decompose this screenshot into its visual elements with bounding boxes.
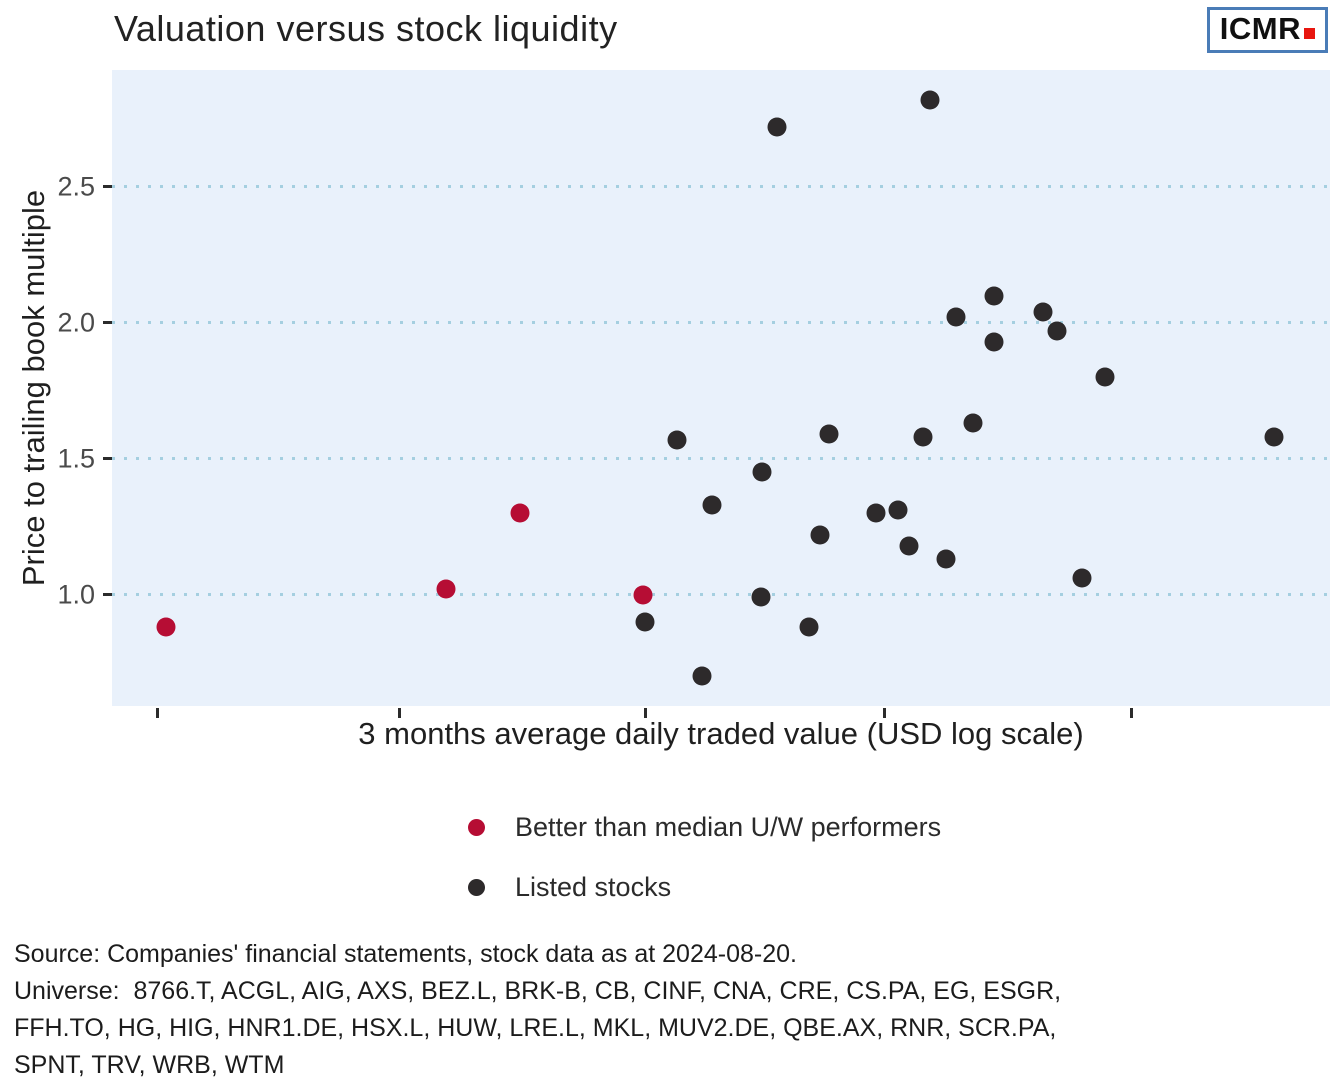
- data-point-default: [692, 666, 711, 686]
- data-point-default: [920, 90, 940, 110]
- data-point-default: [984, 332, 1004, 352]
- data-point-highlight: [633, 585, 653, 605]
- y-tick-mark: [103, 321, 112, 325]
- data-point-default: [1264, 427, 1284, 447]
- data-point-default: [913, 427, 933, 447]
- x-tick-mark: [882, 708, 886, 718]
- legend-item-better-performers: Better than median U/W performers: [468, 806, 941, 848]
- y-tick-mark: [103, 185, 112, 189]
- data-point-default: [1095, 367, 1115, 387]
- brand-logo: ICMR: [1206, 7, 1328, 53]
- gridline: [112, 185, 1330, 189]
- gridline: [112, 457, 1330, 461]
- y-tick-mark: [103, 457, 112, 461]
- legend-item-listed-stocks: Listed stocks: [468, 866, 941, 908]
- gridline: [112, 593, 1330, 597]
- data-point-highlight: [156, 617, 176, 637]
- footer-line: SPNT, TRV, WRB, WTM: [14, 1051, 285, 1079]
- legend-label: Better than median U/W performers: [515, 811, 942, 842]
- data-point-default: [963, 413, 983, 433]
- y-tick-label: 2.0: [57, 307, 95, 338]
- data-point-default: [866, 503, 886, 523]
- legend-swatch-red: [468, 818, 485, 836]
- footer-line: FFH.TO, HG, HIG, HNR1.DE, HSX.L, HUW, LR…: [14, 1014, 1057, 1042]
- footer-line: Source: Companies' financial statements,…: [14, 940, 797, 968]
- source-note: Source: Companies' financial statements,…: [14, 936, 1061, 1084]
- data-point-default: [819, 424, 839, 444]
- data-point-default: [751, 587, 771, 607]
- x-tick-mark: [155, 708, 159, 718]
- data-point-default: [752, 462, 772, 482]
- y-tick-label: 2.5: [57, 171, 95, 202]
- data-point-default: [635, 612, 655, 632]
- y-tick-mark: [103, 593, 112, 597]
- x-tick-mark: [397, 708, 401, 718]
- footer-line: Universe: 8766.T, ACGL, AIG, AXS, BEZ.L,…: [14, 977, 1062, 1005]
- data-point-highlight: [436, 579, 456, 599]
- data-point-default: [936, 549, 956, 569]
- chart-title: Valuation versus stock liquidity: [114, 8, 618, 49]
- y-tick-label: 1.5: [57, 443, 95, 474]
- y-tick-label: 1.0: [57, 579, 95, 610]
- data-point-default: [1072, 568, 1092, 588]
- x-tick-mark: [643, 708, 647, 718]
- data-point-default: [946, 307, 966, 327]
- gridline: [112, 321, 1330, 325]
- data-point-default: [899, 536, 919, 556]
- legend-swatch-black: [468, 878, 485, 896]
- x-tick-mark: [1129, 708, 1133, 718]
- legend: Better than median U/W performers Listed…: [468, 806, 941, 926]
- data-point-default: [799, 617, 819, 637]
- data-point-default: [984, 286, 1004, 306]
- x-axis-label: 3 months average daily traded value (USD…: [358, 716, 1084, 751]
- y-axis-label: Price to trailing book multiple: [16, 189, 51, 587]
- data-point-default: [1033, 302, 1053, 322]
- data-point-default: [1047, 321, 1067, 341]
- data-point-default: [667, 430, 687, 450]
- legend-label: Listed stocks: [515, 871, 672, 902]
- brand-logo-dot-icon: [1304, 28, 1315, 39]
- data-point-default: [767, 117, 787, 137]
- data-point-highlight: [510, 503, 530, 523]
- data-point-default: [702, 495, 722, 515]
- data-point-default: [810, 525, 830, 545]
- brand-logo-text: ICMR: [1219, 11, 1301, 46]
- data-point-default: [888, 500, 908, 520]
- plot-area: [112, 70, 1330, 706]
